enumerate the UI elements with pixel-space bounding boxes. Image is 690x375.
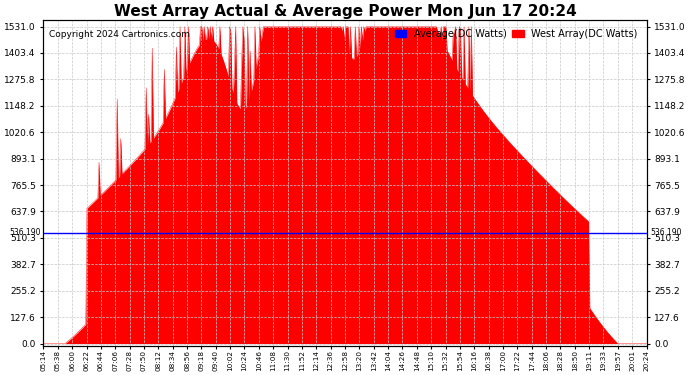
Text: 536.190: 536.190	[9, 228, 41, 237]
Text: 536.190: 536.190	[651, 228, 682, 237]
Title: West Array Actual & Average Power Mon Jun 17 20:24: West Array Actual & Average Power Mon Ju…	[114, 4, 576, 19]
Legend: Average(DC Watts), West Array(DC Watts): Average(DC Watts), West Array(DC Watts)	[391, 25, 642, 43]
Text: Copyright 2024 Cartronics.com: Copyright 2024 Cartronics.com	[50, 30, 190, 39]
